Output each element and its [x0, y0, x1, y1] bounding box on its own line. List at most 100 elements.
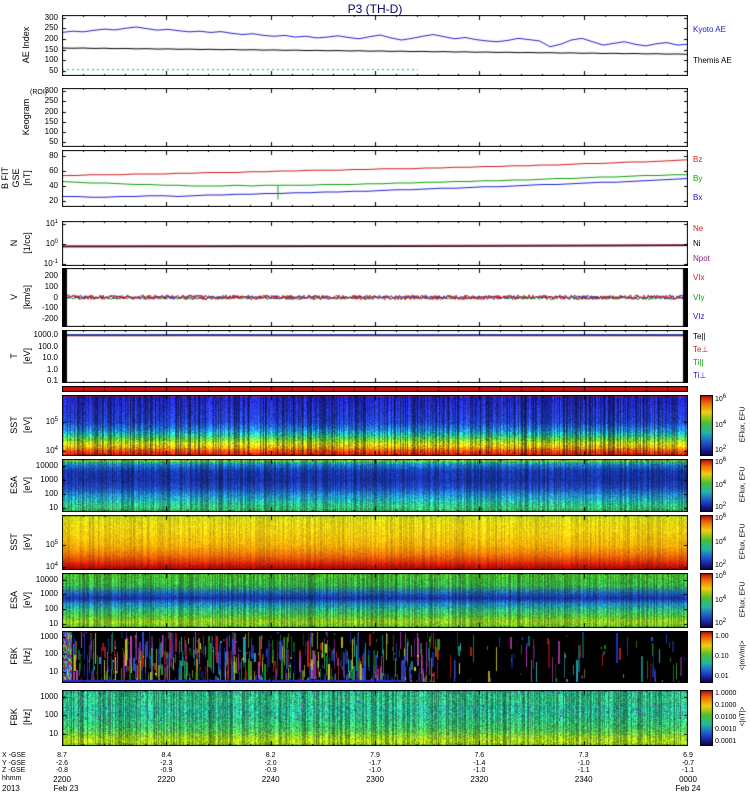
colorbar-tick-p10-1: 104 — [715, 594, 727, 604]
ytick-p8-2: 100 — [44, 488, 58, 498]
legend-p6-0: Te|| — [693, 331, 706, 341]
legend-p3-0: Bz — [693, 154, 703, 164]
legend-p6-1: Te⊥ — [693, 344, 709, 354]
ytick-p3-0: 80 — [49, 150, 58, 160]
panel-p7-canvas — [62, 395, 688, 456]
ytick-p5-2: 0 — [53, 292, 58, 302]
legend-p1-1: Themis AE — [693, 55, 732, 65]
ytick-p6-2: 10.0 — [42, 353, 58, 363]
panel-p1-canvas — [62, 15, 688, 76]
colorbar-tick-p12-2: 0.0100 — [715, 714, 737, 721]
date-left: Feb 23 — [53, 784, 79, 793]
axis-row-label-1: Y -GSE — [2, 760, 26, 767]
legend-p3-1: By — [693, 173, 703, 183]
ytick-p2-3: 150 — [44, 116, 58, 126]
colorbar-tick-p12-0: 1.0000 — [715, 690, 737, 698]
xtick-time-0: 2200 — [53, 775, 71, 784]
legend-p5-1: VIy — [693, 292, 705, 302]
xtick-time-6: 0000 — [679, 775, 697, 784]
ytick-p9-1: 104 — [45, 562, 58, 572]
colorbar-p11 — [700, 631, 713, 683]
colorbar-p7 — [700, 395, 713, 456]
legend-p1-0: Kyoto AE — [693, 25, 726, 35]
xtick-zgse-3: -1.0 — [368, 767, 382, 774]
colorbar-tick-p9-1: 104 — [715, 536, 727, 546]
ytick-p12-1: 100 — [44, 710, 58, 720]
ytick-p5-3: -100 — [41, 303, 58, 313]
xtick-time-4: 2320 — [470, 775, 489, 784]
colorbar-p10 — [700, 573, 713, 628]
ytick-p3-2: 40 — [49, 181, 58, 191]
ytick-p4-0: 101 — [45, 219, 58, 229]
colorbar-p9 — [700, 515, 713, 570]
legend-p3-2: Bx — [693, 192, 703, 202]
xtick-zgse-5: -1.1 — [577, 767, 590, 774]
panel-p2-canvas — [62, 88, 688, 147]
legend-p5-0: VIx — [693, 272, 705, 282]
colorbar-tick-p10-0: 106 — [715, 571, 727, 581]
panel-p10-canvas — [62, 573, 688, 628]
axis-row-label-2: Z -GSE — [2, 767, 26, 774]
colorbar-tick-p7-1: 104 — [715, 419, 727, 429]
xtick-ygse-4: -1.4 — [473, 760, 486, 767]
xtick-xgse-4: 7.6 — [474, 752, 485, 759]
ytick-p10-0: 10000 — [35, 575, 58, 585]
colorbar-p8 — [700, 459, 713, 512]
panel-p9-canvas — [62, 515, 688, 570]
ytick-p4-1: 100 — [45, 239, 58, 249]
ytick-p8-3: 10 — [49, 502, 58, 512]
ytick-p2-4: 100 — [44, 126, 58, 136]
ytick-p1-1: 250 — [44, 23, 58, 33]
xtick-xgse-6: 6.9 — [683, 752, 693, 759]
colorbar-tick-p12-4: 0.0001 — [715, 737, 737, 745]
date-right: Feb 24 — [675, 784, 701, 793]
panel-p6-canvas — [62, 330, 688, 383]
ytick-p6-4: 0.1 — [46, 376, 58, 386]
ytick-p7-1: 104 — [45, 446, 58, 456]
xtick-time-3: 2300 — [366, 775, 384, 784]
colorbar-tick-p7-2: 102 — [715, 445, 727, 455]
ytick-p10-1: 1000 — [40, 589, 58, 599]
colorbar-tick-p8-2: 102 — [715, 501, 727, 511]
xtick-ygse-1: -2.3 — [160, 760, 173, 767]
panel-p12-canvas — [62, 690, 688, 746]
ytick-p8-0: 10000 — [35, 460, 58, 470]
colorbar-tick-p11-1: 0.10 — [715, 653, 729, 660]
ytick-p2-0: 300 — [44, 85, 58, 95]
xtick-ygse-5: -1.0 — [577, 760, 590, 767]
ytick-p2-5: 50 — [49, 136, 58, 146]
xtick-time-2: 2240 — [261, 775, 280, 784]
xtick-xgse-1: 8.4 — [161, 752, 172, 759]
legend-p6-2: Ti|| — [693, 358, 704, 368]
colorbar-tick-p12-1: 0.1000 — [715, 702, 737, 710]
xtick-xgse-3: 7.9 — [370, 752, 380, 759]
ytick-p5-4: -200 — [41, 314, 58, 324]
ytick-p1-3: 150 — [44, 44, 58, 54]
xtick-ygse-3: -1.7 — [368, 760, 382, 767]
xtick-xgse-0: 8.7 — [57, 752, 67, 759]
ytick-p11-2: 10 — [49, 666, 58, 676]
ytick-p9-0: 105 — [45, 540, 58, 550]
colorbar-tick-p9-2: 102 — [715, 559, 727, 569]
colorbar-label-p12: <|nT|> — [739, 706, 747, 727]
panel-p4-canvas — [62, 221, 688, 266]
xtick-zgse-0: -0.8 — [55, 767, 69, 774]
colorbar-p12 — [700, 690, 713, 746]
ytick-p10-3: 10 — [49, 618, 58, 628]
legend-p4-2: Npot — [693, 253, 710, 263]
ytick-p12-2: 10 — [49, 728, 58, 738]
ytick-p6-0: 1000.0 — [33, 330, 58, 340]
ytick-p2-2: 200 — [44, 106, 58, 116]
colorbar-tick-p11-2: 0.01 — [715, 672, 729, 680]
axis-row-label-3: hhmm — [2, 775, 22, 782]
colorbar-tick-p9-0: 106 — [715, 513, 727, 523]
legend-p4-1: Ni — [693, 238, 701, 248]
xtick-xgse-2: 8.2 — [265, 752, 276, 759]
ytick-p3-1: 60 — [49, 165, 58, 175]
colorbar-tick-p8-0: 106 — [715, 457, 727, 467]
ytick-p12-0: 1000 — [40, 691, 58, 701]
panel-flag-canvas — [62, 386, 688, 392]
legend-p5-2: VIz — [693, 312, 705, 322]
legend-p6-3: Ti⊥ — [693, 371, 707, 381]
